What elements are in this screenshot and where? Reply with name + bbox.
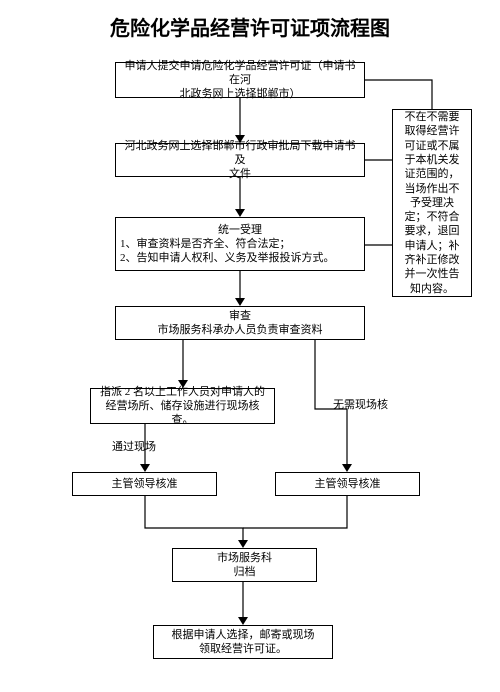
label-pass: 通过现场 xyxy=(112,440,156,454)
node-n5: 指派 2 名以上工作人员对申请人的经营场所、储存设施进行现场核查。 xyxy=(90,388,275,424)
node-side: 不在不需要取得经营许可证或不属于本机关发证范围的，当场作出不予受理决定；不符合要… xyxy=(392,109,472,297)
connectors xyxy=(0,0,500,692)
node-n1: 申请人提交申请危险化学品经营许可证（申请书在河北政务网上选择邯郸市） xyxy=(115,62,365,98)
label-noneed: 无需现场核 xyxy=(333,398,388,412)
node-n4: 审查市场服务科承办人员负责审查资料 xyxy=(115,306,365,340)
node-n8: 市场服务科归档 xyxy=(172,548,317,582)
node-n9: 根据申请人选择，邮寄或现场领取经营许可证。 xyxy=(153,625,333,659)
node-n6: 主管领导核准 xyxy=(72,472,217,496)
node-n7: 主管领导核准 xyxy=(275,472,420,496)
chart-title: 危险化学品经营许可证项流程图 xyxy=(0,12,500,41)
node-n3: 统一受理1、审查资料是否齐全、符合法定；2、告知申请人权利、义务及举报投诉方式。 xyxy=(115,217,365,271)
node-n2: 河北政务网上选择邯郸市行政审批局下载申请书及文件 xyxy=(115,143,365,177)
